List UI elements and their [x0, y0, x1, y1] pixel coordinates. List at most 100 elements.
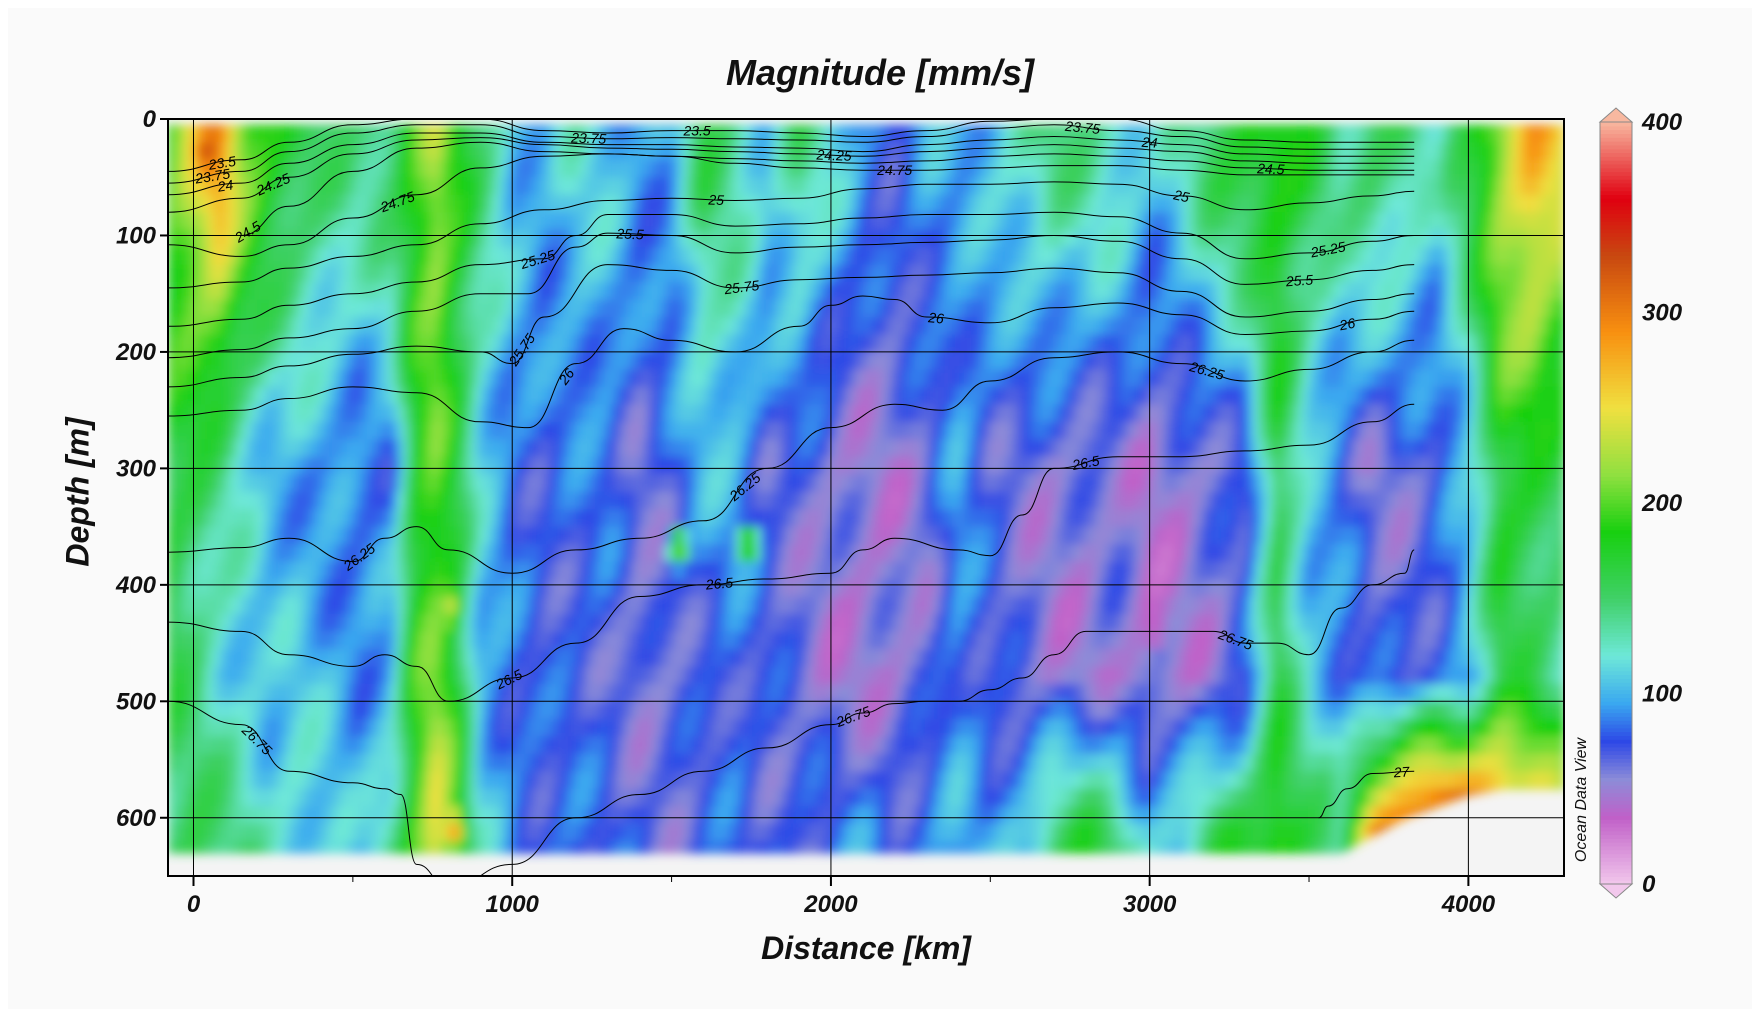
field-cell [359, 788, 367, 807]
field-cell [716, 369, 724, 388]
field-cell [282, 439, 290, 458]
field-cell [856, 561, 864, 580]
field-cell [263, 456, 271, 475]
field-cell [187, 631, 195, 650]
field-cell [378, 474, 386, 493]
field-cell [308, 631, 316, 650]
field-cell [588, 736, 596, 755]
field-cell [646, 456, 654, 475]
field-cell [786, 351, 794, 371]
field-cell [601, 561, 609, 580]
field-cell [397, 282, 405, 301]
field-cell [633, 124, 641, 144]
field-cell [199, 561, 208, 580]
field-cell [786, 736, 794, 755]
field-cell [595, 491, 603, 510]
field-cell [282, 683, 290, 703]
field-cell [372, 683, 380, 703]
field-cell [384, 666, 392, 685]
field-cell [748, 526, 756, 545]
field-cell [340, 212, 348, 231]
field-cell [276, 544, 284, 563]
field-cell [429, 194, 437, 213]
field-cell [658, 334, 666, 353]
field-cell [486, 334, 494, 353]
field-cell [410, 771, 418, 790]
field-cell [824, 771, 832, 790]
field-cell [875, 579, 883, 598]
field-cell [238, 526, 246, 545]
field-cell [212, 526, 220, 545]
field-cell [665, 718, 673, 738]
field-cell [416, 666, 424, 685]
field-cell [340, 823, 348, 842]
field-cell [722, 806, 730, 825]
field-cell [837, 124, 845, 144]
field-cell [454, 526, 462, 545]
field-cell [569, 474, 577, 493]
field-cell [556, 334, 564, 353]
field-cell [601, 701, 609, 720]
field-cell [741, 194, 749, 213]
field-cell [308, 526, 316, 545]
field-cell [569, 788, 577, 807]
field-cell [588, 526, 596, 545]
field-cell [199, 491, 208, 510]
field-cell [410, 648, 418, 668]
field-cell [627, 124, 635, 144]
field-cell [811, 614, 819, 633]
field-cell [359, 317, 367, 336]
field-cell [486, 841, 494, 854]
field-cell [486, 299, 494, 318]
field-cell [250, 386, 259, 406]
field-cell [582, 736, 590, 755]
field-cell [735, 718, 743, 738]
field-cell [263, 229, 271, 248]
field-cell [263, 788, 271, 807]
field-cell [467, 212, 475, 231]
field-cell [187, 351, 195, 371]
field-cell [805, 194, 813, 213]
field-cell [250, 666, 259, 685]
field-cell [869, 771, 877, 790]
field-cell [442, 124, 450, 144]
field-cell [678, 841, 686, 854]
field-cell [907, 421, 915, 441]
field-cell [397, 474, 405, 493]
field-cell [582, 666, 590, 685]
field-cell [913, 614, 921, 633]
field-cell [467, 788, 475, 807]
field-cell [206, 526, 214, 545]
field-cell [321, 788, 329, 807]
field-cell [295, 142, 303, 161]
field-cell [442, 753, 450, 772]
field-cell [174, 247, 182, 266]
field-cell [556, 544, 564, 563]
field-cell [678, 788, 686, 807]
field-cell [837, 631, 845, 650]
field-cell [257, 351, 265, 371]
field-cell [811, 474, 819, 493]
field-cell [270, 509, 278, 528]
field-cell [168, 648, 176, 668]
field-cell [174, 159, 182, 179]
field-cell [830, 666, 839, 685]
field-cell [818, 683, 826, 703]
field-cell [576, 474, 584, 493]
field-cell [314, 282, 322, 301]
field-cell [824, 386, 832, 406]
field-cell [416, 509, 424, 528]
field-cell [850, 247, 858, 266]
field-cell [652, 841, 660, 854]
field-cell [907, 404, 915, 423]
field-cell [480, 142, 488, 161]
field-cell [391, 823, 399, 842]
field-cell [410, 841, 418, 854]
field-cell [301, 194, 310, 213]
field-cell [843, 229, 851, 248]
field-cell [454, 177, 462, 196]
field-cell [607, 142, 615, 161]
field-cell [505, 282, 513, 301]
field-cell [384, 177, 392, 196]
field-cell [862, 282, 870, 301]
